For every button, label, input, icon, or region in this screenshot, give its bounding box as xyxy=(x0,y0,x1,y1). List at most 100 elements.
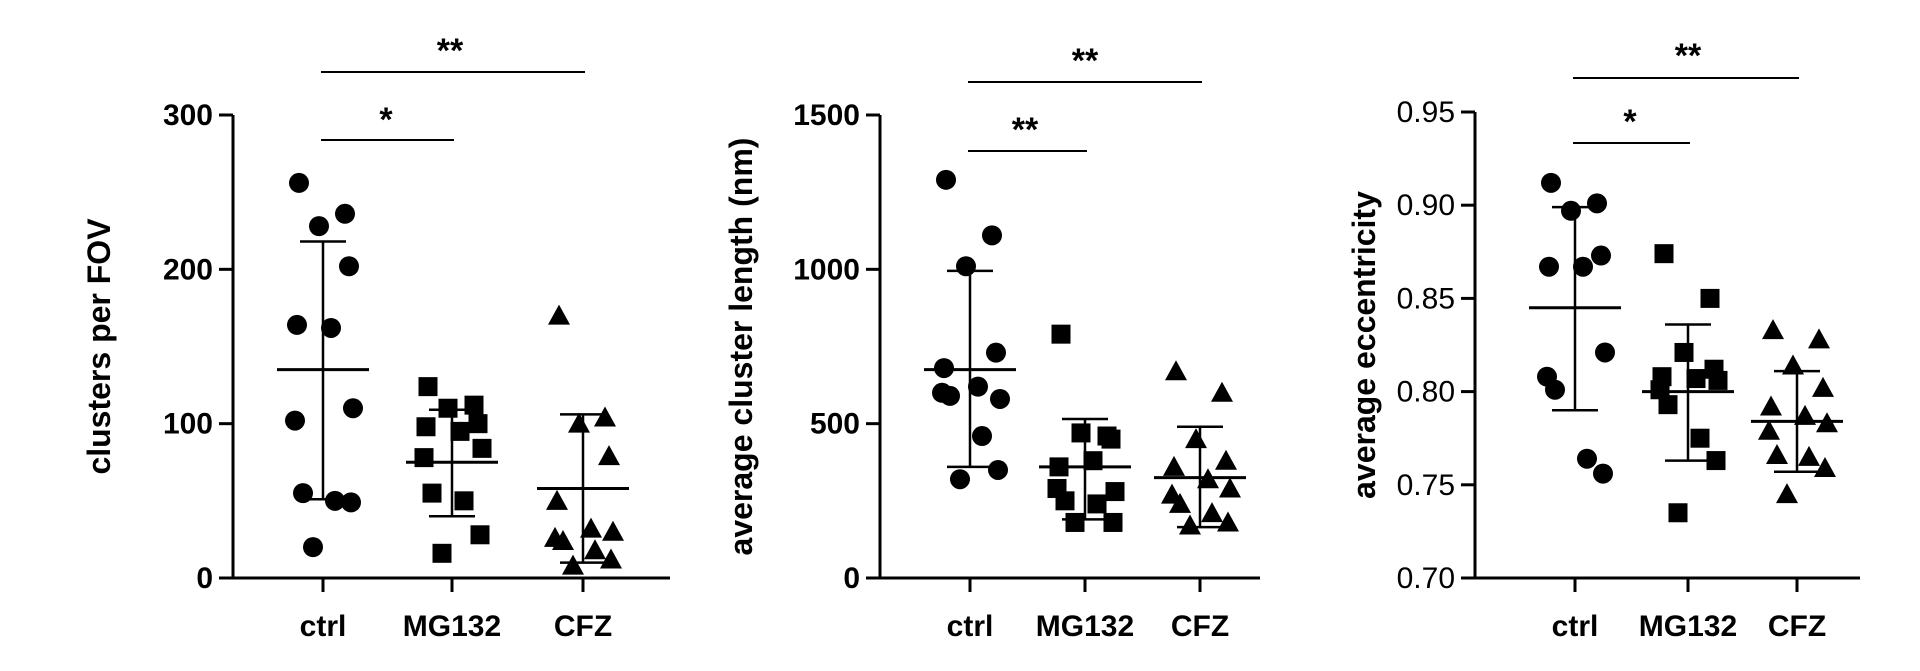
data-point xyxy=(940,385,960,406)
data-point xyxy=(1179,514,1201,535)
data-point xyxy=(1760,395,1782,416)
x-tick-label: CFZ xyxy=(1768,610,1826,643)
data-point xyxy=(1814,457,1836,478)
x-tick-label: MG132 xyxy=(1036,610,1134,643)
data-point xyxy=(1101,429,1121,449)
data-point xyxy=(1055,491,1075,511)
data-point xyxy=(1700,288,1720,308)
data-point xyxy=(1794,404,1816,425)
y-tick-label: 300 xyxy=(163,99,213,132)
data-point xyxy=(1591,245,1611,266)
data-point xyxy=(968,376,988,397)
data-point xyxy=(432,543,452,563)
data-point xyxy=(343,398,363,419)
data-point xyxy=(1593,463,1613,484)
y-tick-label: 0.75 xyxy=(1397,469,1455,502)
data-point xyxy=(988,459,1008,480)
y-tick-label: 0.80 xyxy=(1397,376,1455,409)
data-point xyxy=(1674,342,1694,362)
data-point xyxy=(1766,443,1788,464)
data-point xyxy=(1071,423,1091,443)
data-point xyxy=(1561,200,1581,221)
data-point xyxy=(1587,193,1607,214)
x-tick-label: MG132 xyxy=(403,610,501,643)
data-point xyxy=(548,304,570,325)
data-point xyxy=(1087,494,1107,514)
y-axis-title: clusters per FOV xyxy=(81,218,117,475)
data-point xyxy=(468,414,488,434)
data-point xyxy=(309,216,329,237)
data-point xyxy=(414,448,434,468)
data-point xyxy=(1758,419,1780,440)
data-point xyxy=(289,172,309,193)
data-point xyxy=(546,489,568,510)
data-point xyxy=(339,256,359,277)
x-tick-label: ctrl xyxy=(300,610,347,643)
data-point xyxy=(950,469,970,490)
y-tick-label: 0.85 xyxy=(1397,282,1455,315)
data-point xyxy=(1658,395,1678,415)
y-tick-label: 200 xyxy=(163,253,213,286)
y-tick-label: 0.70 xyxy=(1397,562,1455,595)
data-point xyxy=(1185,428,1207,449)
data-point xyxy=(1163,455,1185,476)
data-point xyxy=(598,445,620,466)
data-point xyxy=(990,388,1010,409)
data-point xyxy=(416,417,436,437)
significance-label: * xyxy=(1623,103,1637,141)
data-point xyxy=(1165,360,1187,381)
data-point xyxy=(1650,380,1670,400)
data-point xyxy=(285,410,305,431)
significance-label: ** xyxy=(1072,42,1099,80)
y-tick-label: 0 xyxy=(196,562,213,595)
data-point xyxy=(1211,381,1233,402)
data-point xyxy=(438,398,458,418)
data-point xyxy=(1103,512,1123,532)
data-point xyxy=(1706,451,1726,471)
significance-label: ** xyxy=(437,32,464,70)
data-point xyxy=(472,438,492,458)
data-point xyxy=(454,491,474,511)
y-tick-label: 0.90 xyxy=(1397,189,1455,222)
significance-label: ** xyxy=(1012,111,1039,149)
data-point xyxy=(934,358,954,379)
data-point xyxy=(1105,482,1125,502)
data-point xyxy=(418,377,438,397)
data-point xyxy=(1169,492,1191,513)
x-tick-label: CFZ xyxy=(1171,610,1229,643)
data-point xyxy=(584,539,606,560)
data-point xyxy=(1812,376,1834,397)
y-tick-label: 0.95 xyxy=(1397,96,1455,129)
data-point xyxy=(1065,512,1085,532)
data-point xyxy=(982,225,1002,246)
data-point xyxy=(335,203,355,224)
data-point xyxy=(568,412,590,433)
data-point xyxy=(1690,428,1710,448)
data-point xyxy=(986,342,1006,363)
data-point xyxy=(1541,172,1561,193)
data-point xyxy=(972,426,992,447)
significance-label: ** xyxy=(1675,37,1702,75)
data-point xyxy=(321,317,341,338)
data-point xyxy=(287,314,307,335)
y-axis-title: average eccentricity xyxy=(1346,191,1382,499)
data-point xyxy=(936,169,956,190)
significance-label: * xyxy=(379,101,393,139)
x-tick-label: ctrl xyxy=(947,610,994,643)
y-tick-label: 1000 xyxy=(793,253,860,286)
data-point xyxy=(1654,244,1674,264)
y-tick-label: 1500 xyxy=(793,99,860,132)
data-point xyxy=(1668,503,1688,523)
data-point xyxy=(1577,448,1597,469)
chart-panel-2: 0 500 1000 1500 average cluster length (nm) c… xyxy=(723,42,1260,643)
data-point xyxy=(580,517,602,538)
data-point xyxy=(562,554,584,575)
data-point xyxy=(1782,354,1804,375)
x-tick-label: ctrl xyxy=(1552,610,1599,643)
x-tick-label: CFZ xyxy=(554,610,612,643)
y-axis-title: average cluster length (nm) xyxy=(723,138,759,556)
data-point xyxy=(956,256,976,277)
data-point xyxy=(1215,449,1237,470)
